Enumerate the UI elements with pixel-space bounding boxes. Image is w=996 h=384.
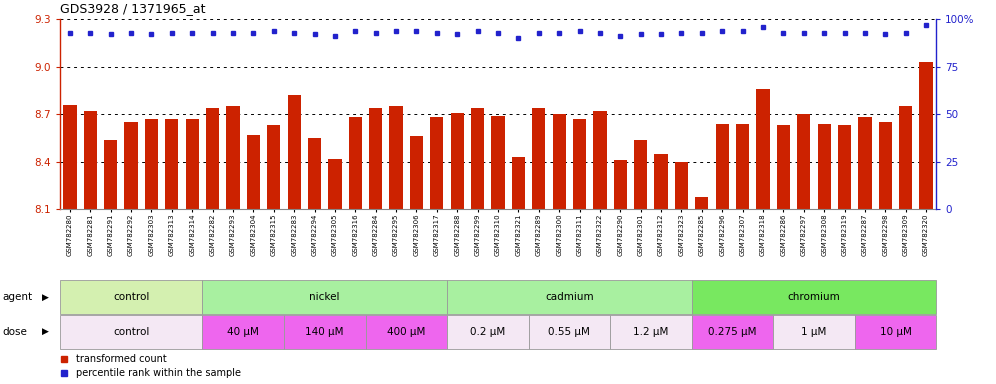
Bar (654, 154, 667, 209)
Bar (471, 108, 484, 209)
Bar (756, 89, 770, 209)
Bar (691, 280, 936, 314)
Text: 10 μM: 10 μM (879, 327, 911, 337)
Bar (124, 122, 137, 209)
Text: 1 μM: 1 μM (801, 327, 827, 337)
Bar (529, 315, 611, 349)
Bar (695, 197, 708, 209)
Bar (288, 95, 301, 209)
Text: cadmium: cadmium (545, 292, 594, 302)
Bar (573, 119, 587, 209)
Text: chromium: chromium (788, 292, 841, 302)
Bar (165, 119, 178, 209)
Bar (202, 315, 284, 349)
Bar (855, 315, 936, 349)
Text: transformed count: transformed count (76, 354, 166, 364)
Bar (512, 157, 525, 209)
Text: GDS3928 / 1371965_at: GDS3928 / 1371965_at (60, 2, 205, 15)
Text: 400 μM: 400 μM (387, 327, 425, 337)
Text: control: control (113, 292, 149, 302)
Bar (349, 118, 362, 209)
Bar (919, 62, 932, 209)
Text: 0.55 μM: 0.55 μM (549, 327, 591, 337)
Bar (329, 159, 342, 209)
Bar (594, 111, 607, 209)
Bar (611, 315, 691, 349)
Text: 0.275 μM: 0.275 μM (708, 327, 757, 337)
Text: dose: dose (2, 327, 27, 337)
Bar (553, 114, 566, 209)
Bar (366, 315, 447, 349)
Bar (202, 280, 447, 314)
Bar (675, 162, 688, 209)
Bar (226, 106, 240, 209)
Bar (105, 140, 118, 209)
Bar (185, 119, 199, 209)
Bar (144, 119, 158, 209)
Text: control: control (113, 327, 149, 337)
Bar (773, 315, 855, 349)
Bar (797, 114, 811, 209)
Bar (60, 280, 202, 314)
Bar (60, 315, 202, 349)
Bar (691, 315, 773, 349)
Text: 140 μM: 140 μM (306, 327, 344, 337)
Bar (64, 105, 77, 209)
Bar (899, 106, 912, 209)
Bar (284, 315, 366, 349)
Text: 0.2 μM: 0.2 μM (470, 327, 505, 337)
Bar (450, 113, 464, 209)
Bar (614, 160, 626, 209)
Bar (532, 108, 546, 209)
Text: agent: agent (2, 292, 32, 302)
Bar (447, 280, 691, 314)
Bar (878, 122, 891, 209)
Bar (430, 118, 443, 209)
Bar (247, 135, 260, 209)
Text: 1.2 μM: 1.2 μM (633, 327, 668, 337)
Bar (838, 125, 852, 209)
Text: ▶: ▶ (42, 327, 49, 336)
Bar (308, 138, 321, 209)
Bar (859, 118, 872, 209)
Bar (389, 106, 402, 209)
Text: percentile rank within the sample: percentile rank within the sample (76, 368, 241, 378)
Bar (370, 108, 382, 209)
Text: ▶: ▶ (42, 293, 49, 302)
Bar (491, 116, 505, 209)
Bar (715, 124, 729, 209)
Bar (634, 140, 647, 209)
Bar (206, 108, 219, 209)
Bar (818, 124, 831, 209)
Text: nickel: nickel (310, 292, 340, 302)
Bar (777, 125, 790, 209)
Bar (84, 111, 97, 209)
Bar (267, 125, 281, 209)
Bar (447, 315, 529, 349)
Bar (409, 136, 423, 209)
Text: 40 μM: 40 μM (227, 327, 259, 337)
Bar (736, 124, 749, 209)
